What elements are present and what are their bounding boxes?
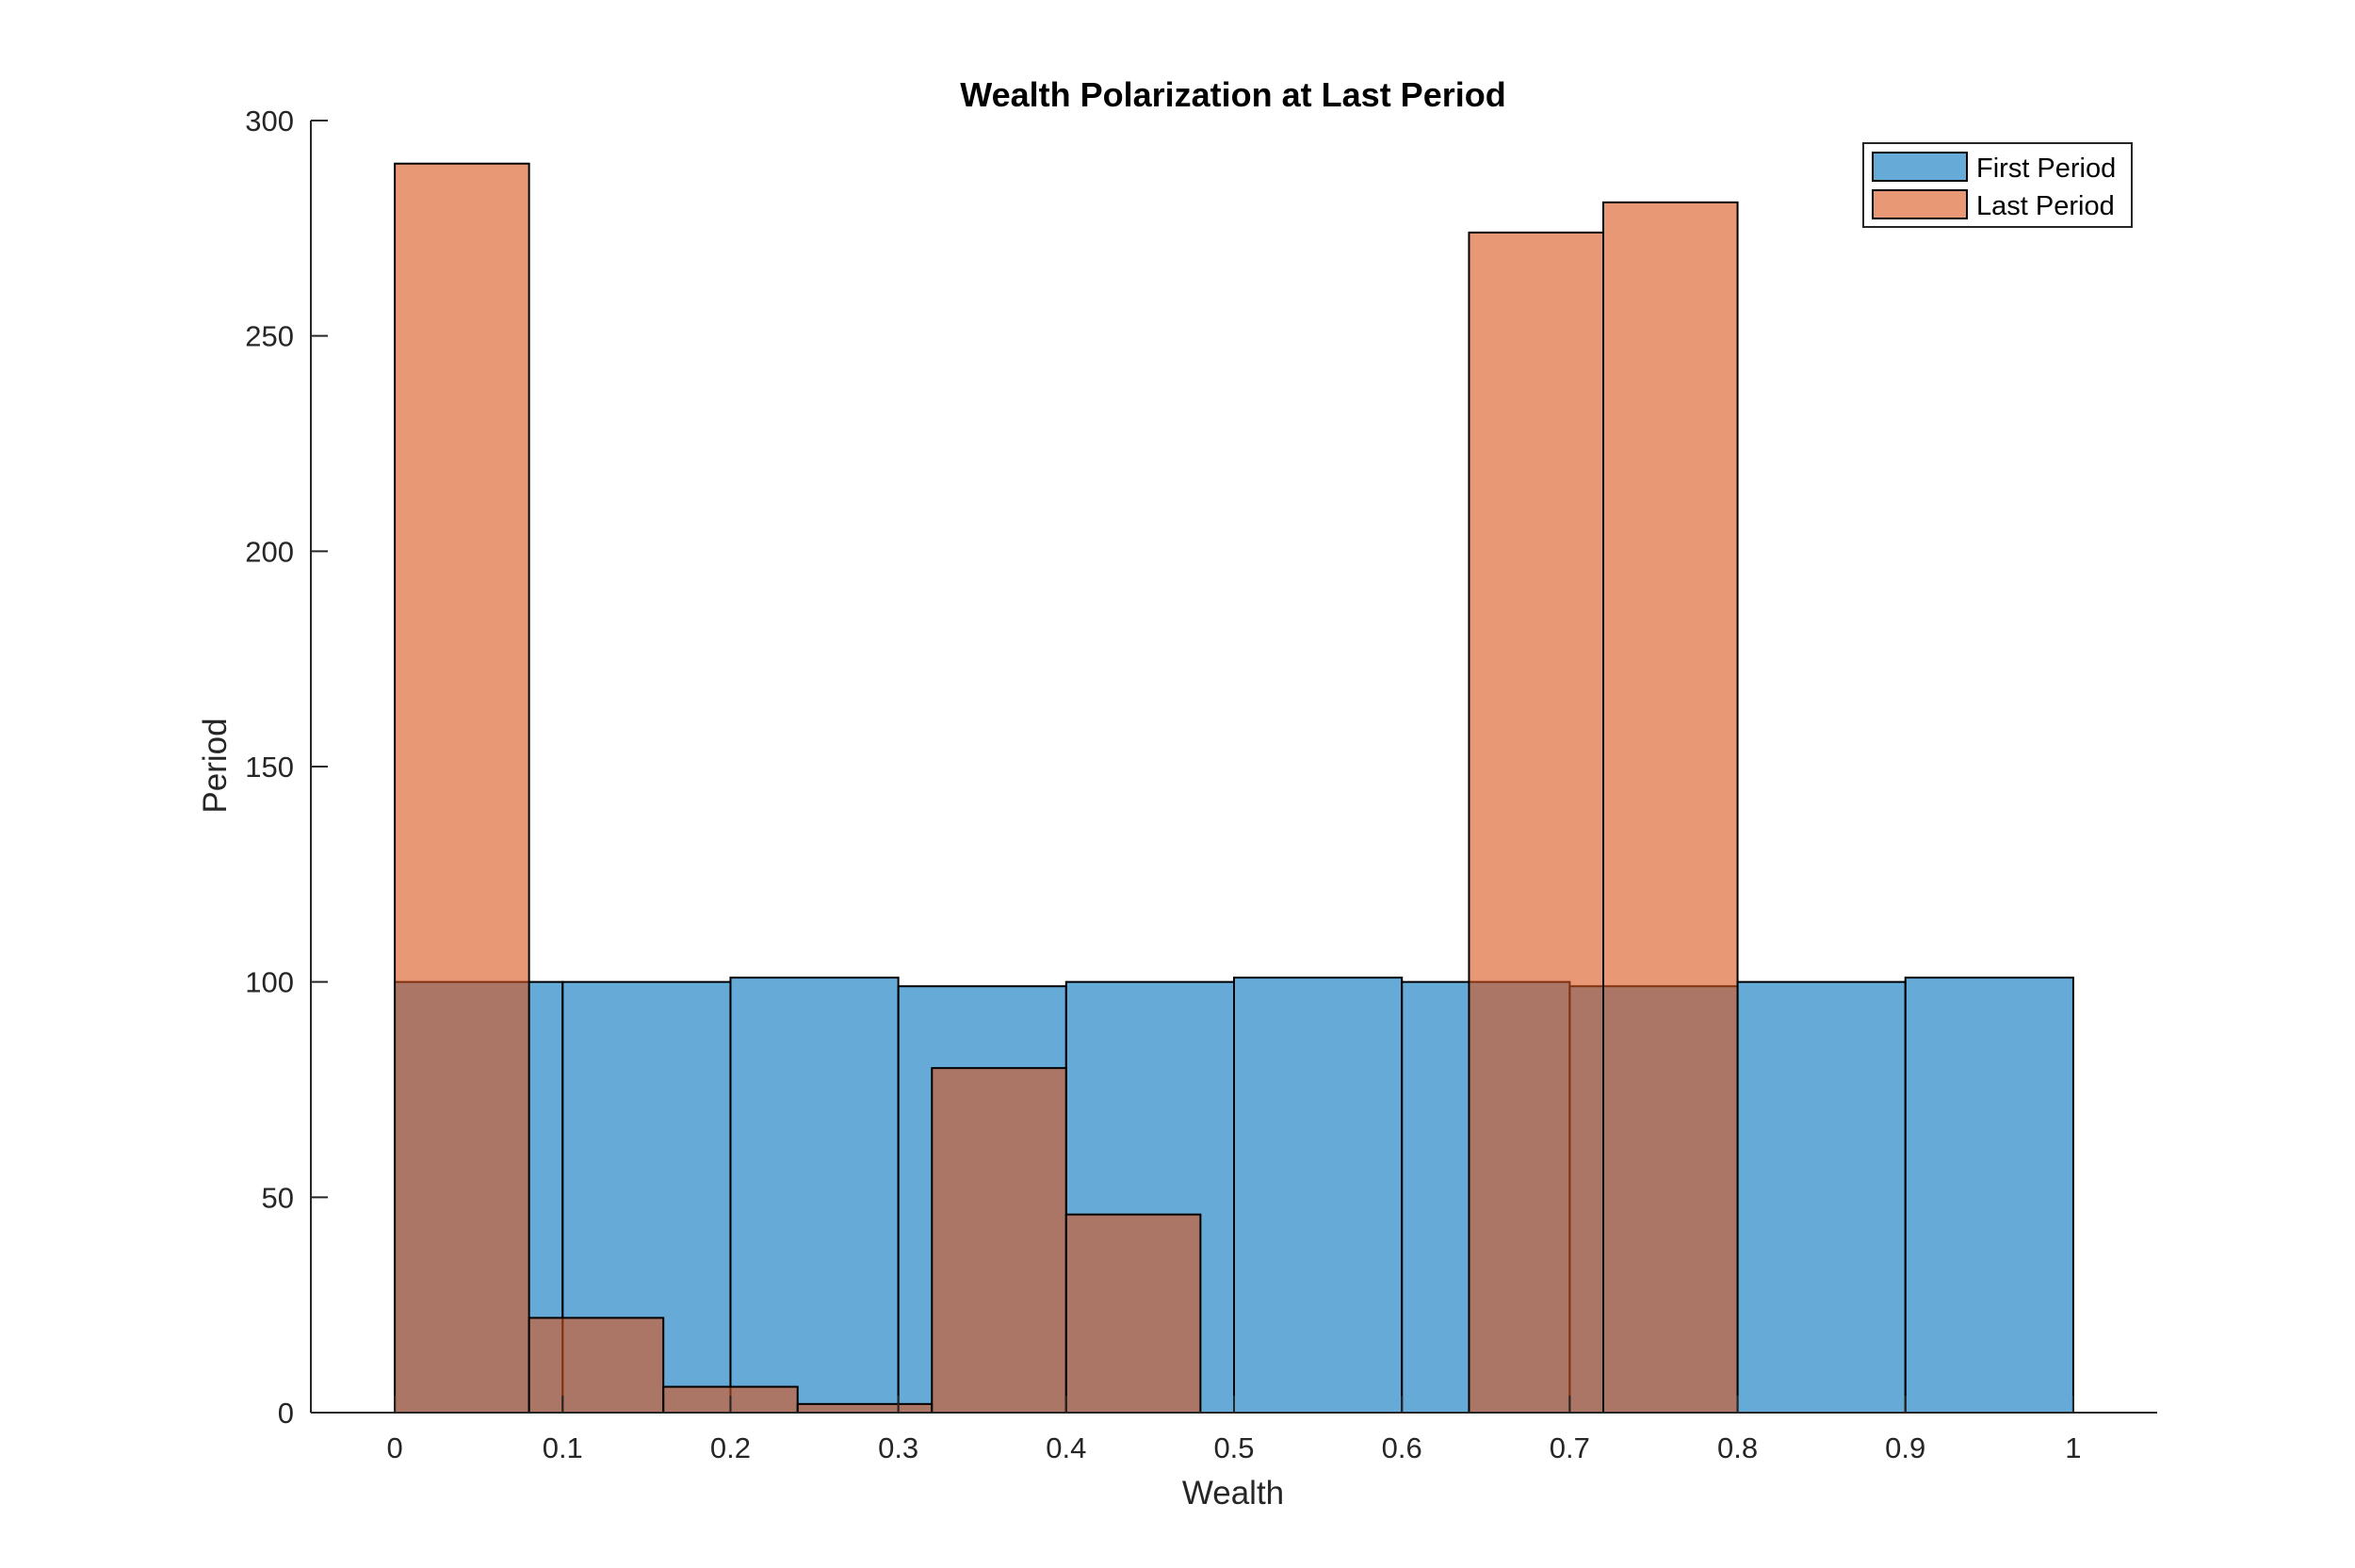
x-tick-label: 0.6 [1382, 1431, 1422, 1464]
bar-first-period-9 [1904, 977, 2074, 1414]
x-axis-label: Wealth [1182, 1475, 1284, 1511]
x-tick-label: 0.2 [710, 1431, 751, 1464]
x-tick-label: 0.7 [1550, 1431, 1590, 1464]
x-tick-label: 0.9 [1885, 1431, 1925, 1464]
legend-swatch-first-period [1872, 152, 1968, 182]
legend: First Period Last Period [1862, 142, 2133, 228]
bar-last-period-1 [528, 1317, 665, 1414]
chart-title: Wealth Polarization at Last Period [960, 75, 1505, 114]
bar-first-period-8 [1736, 980, 1907, 1414]
x-tick-label: 1 [2065, 1431, 2081, 1464]
bar-first-period-5 [1233, 977, 1404, 1414]
y-tick-label: 50 [262, 1181, 294, 1214]
y-tick-label: 100 [245, 966, 294, 999]
legend-swatch-last-period [1872, 189, 1968, 219]
bar-last-period-5 [1064, 1213, 1202, 1414]
y-tick-label: 0 [278, 1397, 294, 1430]
bar-first-period-2 [729, 977, 900, 1414]
y-tick-label: 300 [245, 105, 294, 137]
legend-label-first-period: First Period [1976, 154, 2116, 184]
bar-last-period-9 [1602, 201, 1739, 1414]
y-tick-label: 250 [245, 320, 294, 353]
y-axis-label: Period [197, 718, 234, 813]
series-last-period [394, 162, 1739, 1414]
bar-last-period-3 [796, 1402, 934, 1414]
x-tick-label: 0.4 [1046, 1431, 1086, 1464]
x-tick-label: 0 [386, 1431, 402, 1464]
x-tick-label: 0.8 [1717, 1431, 1758, 1464]
x-tick-label: 0.3 [878, 1431, 918, 1464]
axes: 0 50 100 150 200 250 300 0 0.1 0.2 0.3 0.4 0.5 0.6 0.7… [245, 105, 2157, 1464]
bar-last-period-4 [931, 1067, 1067, 1414]
x-tick-label: 0.1 [543, 1431, 583, 1464]
y-tick-label: 150 [245, 751, 294, 784]
x-tick-label: 0.5 [1213, 1431, 1254, 1464]
bar-last-period-0 [394, 162, 530, 1414]
plot-area [394, 162, 2074, 1414]
bar-last-period-8 [1468, 231, 1605, 1414]
y-tick-label: 200 [245, 535, 294, 568]
legend-label-last-period: Last Period [1976, 191, 2115, 221]
